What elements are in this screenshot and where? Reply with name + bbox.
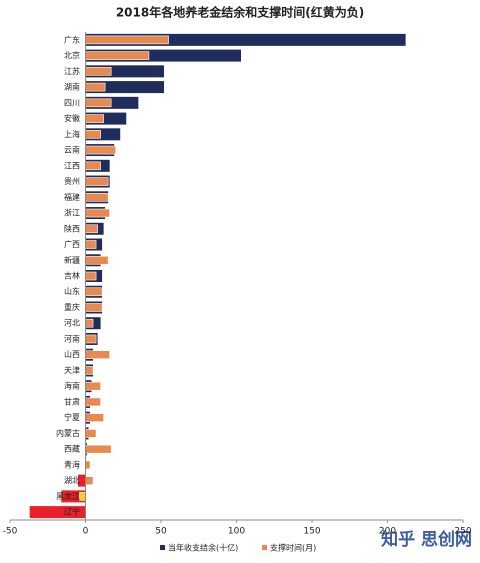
y-tick-label: 新疆 <box>64 255 80 265</box>
y-tick-label: 山西 <box>64 349 80 359</box>
months-bar <box>86 398 101 406</box>
months-bar <box>86 272 97 280</box>
legend-swatch <box>262 545 267 550</box>
months-bar <box>86 178 109 186</box>
months-bar <box>86 461 91 469</box>
y-tick-label: 广西 <box>64 239 80 249</box>
y-tick-label: 宁夏 <box>64 412 80 422</box>
y-tick-label: 湖北 <box>64 476 80 485</box>
months-bar <box>86 162 101 170</box>
y-tick-label: 江苏 <box>64 66 80 76</box>
y-tick-label: 重庆 <box>64 302 80 312</box>
y-tick-label: 安徽 <box>64 113 80 123</box>
months-bar <box>86 193 109 201</box>
x-tick-label: 0 <box>83 527 89 537</box>
months-bar <box>86 67 112 75</box>
months-bar <box>86 256 109 264</box>
y-tick-label: 广东 <box>64 34 80 44</box>
legend-swatch <box>160 545 165 550</box>
y-tick-label: 四川 <box>64 98 80 107</box>
y-tick-label: 河北 <box>64 318 80 328</box>
months-bar <box>86 445 112 453</box>
months-bar <box>86 303 103 311</box>
y-tick-label: 江西 <box>64 161 80 170</box>
months-bar <box>86 319 94 327</box>
x-tick-label: 150 <box>303 527 320 537</box>
y-tick-label: 甘肃 <box>64 396 80 406</box>
months-bar <box>86 225 98 233</box>
y-tick-label: 辽宁 <box>64 507 80 517</box>
months-bar <box>86 52 149 60</box>
y-tick-label: 内蒙古 <box>56 428 80 438</box>
y-tick-label: 西藏 <box>64 444 80 454</box>
y-tick-label: 北京 <box>64 50 80 60</box>
months-bar <box>86 288 103 296</box>
y-tick-label: 天津 <box>64 365 80 375</box>
months-bar <box>86 99 112 107</box>
months-bar <box>86 477 94 485</box>
y-tick-label: 贵州 <box>64 176 80 186</box>
x-tick-label: -50 <box>3 527 18 537</box>
legend-label: 支撑时间(月) <box>270 543 316 553</box>
months-bar <box>86 382 101 390</box>
y-tick-label: 海南 <box>64 381 80 391</box>
x-tick-label: 50 <box>155 527 167 537</box>
months-bar <box>86 146 116 154</box>
months-bar <box>86 241 97 249</box>
y-tick-label: 河南 <box>64 333 80 343</box>
legend-label: 当年收支结余(十亿) <box>168 543 238 553</box>
y-tick-label: 陕西 <box>64 223 80 233</box>
x-tick-label: 200 <box>379 527 396 537</box>
x-tick-label: 100 <box>228 527 245 537</box>
y-tick-label: 湖南 <box>64 82 80 92</box>
y-tick-label: 吉林 <box>64 271 80 281</box>
months-bar <box>79 492 85 500</box>
y-tick-label: 青海 <box>64 459 80 469</box>
months-bar <box>86 414 104 422</box>
months-bar <box>86 209 110 217</box>
x-tick-label: 250 <box>454 527 471 537</box>
months-bar <box>86 351 110 359</box>
months-bar <box>86 335 97 343</box>
months-bar <box>86 366 94 374</box>
chart-title: 2018年各地养老金结余和支撑时间(红黄为负) <box>116 5 364 20</box>
months-bar <box>86 130 101 138</box>
y-tick-label: 浙江 <box>64 208 80 218</box>
months-bar <box>86 115 104 123</box>
y-tick-label: 云南 <box>64 145 80 155</box>
y-tick-label: 福建 <box>64 192 80 202</box>
y-tick-label: 黑龙江 <box>56 491 80 501</box>
y-tick-label: 山东 <box>64 286 80 296</box>
months-bar <box>86 36 169 44</box>
y-tick-label: 上海 <box>64 129 80 139</box>
months-bar <box>86 429 97 437</box>
months-bar <box>86 83 106 91</box>
